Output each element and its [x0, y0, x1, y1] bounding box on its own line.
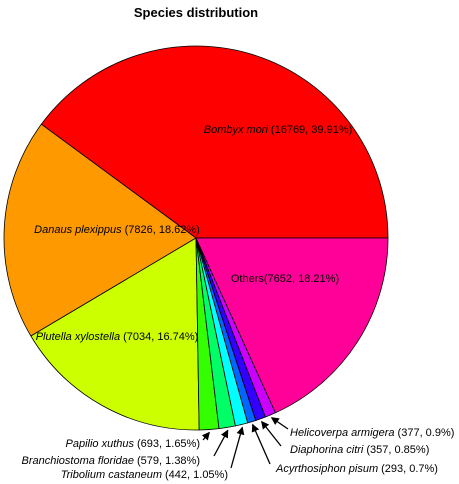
- label-arrow: [251, 423, 271, 465]
- slice-value-label: (442, 1.05%): [165, 469, 228, 481]
- slice-label: Others(7652, 18.21%): [231, 273, 339, 285]
- slice-label: Danaus plexippus (7826, 18.62%): [34, 224, 200, 236]
- pie-slice: [195, 237, 389, 414]
- pie-slice: [40, 45, 389, 239]
- slice-name: Danaus plexippus: [34, 224, 122, 236]
- slice-value-label: (377, 0.9%): [398, 427, 455, 439]
- slice-name: Helicoverpa armigera: [290, 427, 395, 439]
- slice-name: Bombyx mori: [204, 124, 269, 136]
- slice-value-label: (579, 1.38%): [137, 455, 200, 467]
- slice-name: Acyrthosiphon pisum: [275, 463, 378, 475]
- slice-name: Tribolium castaneum: [61, 469, 162, 481]
- slice-name: Diaphorina citri: [290, 444, 364, 456]
- pie-slice: [30, 237, 200, 431]
- slice-label: Plutella xylostella (7034, 16.74%): [36, 331, 199, 343]
- slice-value-label: (357, 0.85%): [366, 444, 429, 456]
- pie-slice: [3, 123, 197, 337]
- slice-name: Others: [231, 273, 265, 285]
- slice-value-label: (16769, 39.91%): [271, 124, 352, 136]
- chart-title: Species distribution: [134, 5, 258, 20]
- label-arrow: [230, 426, 245, 469]
- slice-label: Papilio xuthus (693, 1.65%): [66, 438, 200, 450]
- label-arrow: [201, 431, 210, 441]
- slice-label: Helicoverpa armigera (377, 0.9%): [290, 427, 454, 439]
- slice-name: Plutella xylostella: [36, 331, 120, 343]
- label-arrow: [270, 417, 289, 430]
- slice-value-label: (293, 0.7%): [381, 463, 438, 475]
- slice-value-label: (693, 1.65%): [137, 438, 200, 450]
- label-arrow: [261, 420, 282, 447]
- slice-name: Branchiostoma floridae: [22, 455, 135, 467]
- slice-value-label: (7826, 18.62%): [125, 224, 200, 236]
- slice-label: Diaphorina citri (357, 0.85%): [290, 444, 429, 456]
- slice-label: Acyrthosiphon pisum (293, 0.7%): [275, 463, 438, 475]
- slice-label: Bombyx mori (16769, 39.91%): [204, 124, 353, 136]
- slice-label: Branchiostoma floridae (579, 1.38%): [22, 455, 201, 467]
- slice-value-label: (7034, 16.74%): [123, 331, 198, 343]
- slice-value-label: (7652, 18.21%): [264, 273, 339, 285]
- slice-name: Papilio xuthus: [66, 438, 135, 450]
- label-arrow: [213, 429, 229, 457]
- slice-label: Tribolium castaneum (442, 1.05%): [61, 469, 228, 481]
